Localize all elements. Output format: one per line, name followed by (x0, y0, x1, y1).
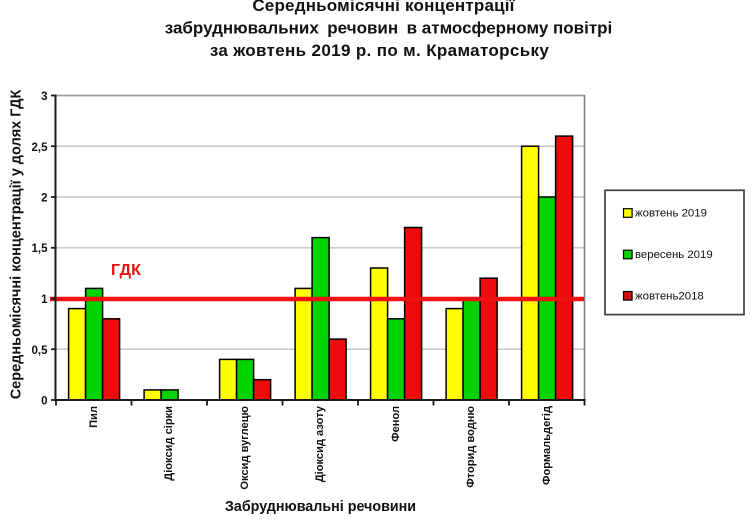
svg-text:Середньомісячні концентрації у: Середньомісячні концентрації у долях ГДК (9, 90, 25, 400)
svg-text:1,5: 1,5 (32, 243, 49, 255)
svg-text:вересень 2019: вересень 2019 (635, 249, 713, 261)
svg-text:Пил: Пил (88, 406, 100, 428)
svg-text:Оксид вуглецю: Оксид вуглецю (239, 405, 251, 489)
svg-text:Фторид водню: Фторид водню (465, 405, 477, 487)
svg-text:Середньомісячні концентрації: Середньомісячні концентрації (252, 0, 515, 15)
svg-text:ГДК: ГДК (111, 262, 141, 279)
svg-text:3: 3 (41, 91, 47, 103)
svg-text:жовтень 2019: жовтень 2019 (635, 208, 707, 220)
svg-text:0: 0 (41, 396, 47, 408)
svg-text:Формальдегід: Формальдегід (541, 406, 553, 485)
svg-text:забруднювальних речовин в атмо: забруднювальних речовин в атмосферному п… (165, 19, 613, 38)
svg-text:за жовтень 2019 р. по м. Крама: за жовтень 2019 р. по м. Краматорську (210, 41, 550, 60)
svg-text:Діоксид азоту: Діоксид азоту (314, 405, 326, 482)
svg-text:Діоксид сірки: Діоксид сірки (163, 406, 175, 481)
svg-text:Забруднювальні речовини: Забруднювальні речовини (225, 499, 416, 515)
svg-text:жовтень2018: жовтень2018 (635, 290, 704, 302)
svg-text:2: 2 (41, 193, 47, 205)
svg-text:Фенол: Фенол (390, 406, 402, 442)
svg-text:0,5: 0,5 (32, 345, 49, 357)
svg-text:2,5: 2,5 (32, 142, 49, 154)
svg-text:1: 1 (41, 294, 48, 306)
